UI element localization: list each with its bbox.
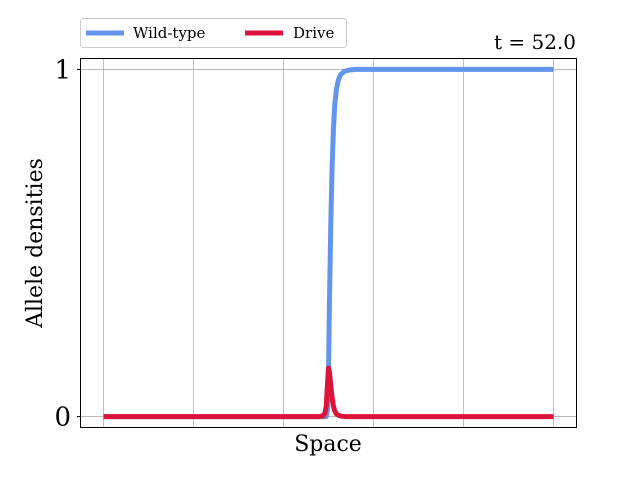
legend-label-drive: Drive xyxy=(293,24,334,42)
y-axis-label: Allele densities xyxy=(23,158,48,329)
legend-label-wild-type: Wild-type xyxy=(133,24,206,42)
series-lines xyxy=(103,66,554,420)
legend-box xyxy=(80,18,347,48)
y-tick-label: 0 xyxy=(54,403,71,433)
series-line-wild-type xyxy=(103,66,554,420)
y-ticks: 01 xyxy=(54,55,81,433)
series-line-drive xyxy=(103,365,554,420)
chart-time-label: t = 52.0 xyxy=(494,30,576,54)
plot-frame xyxy=(80,58,577,428)
y-tick-label: 1 xyxy=(54,55,71,85)
legend: Wild-type Drive xyxy=(80,18,347,48)
x-axis-label: Space xyxy=(294,432,362,457)
